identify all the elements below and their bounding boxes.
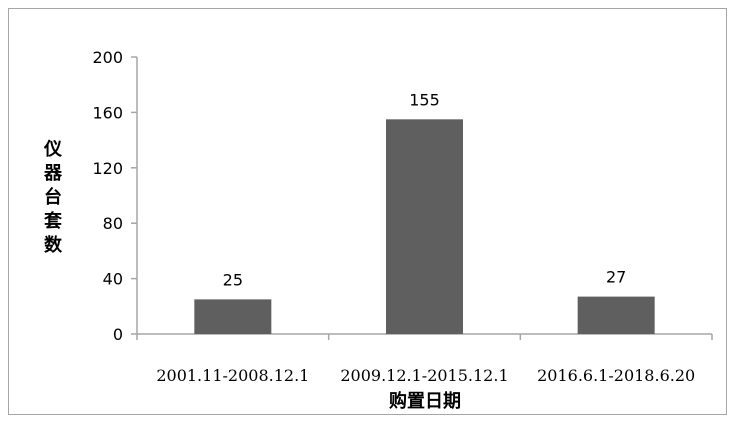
chart-frame	[8, 8, 727, 415]
y-tick-label: 120	[92, 159, 123, 178]
x-category-label: 2016.6.1-2018.6.20	[537, 366, 695, 385]
x-category-label: 2001.11-2008.12.1	[156, 366, 309, 385]
y-axis-title: 仪器台套数	[43, 139, 63, 256]
x-category-label: 2009.12.1-2015.12.1	[340, 366, 508, 385]
x-axis-title: 购置日期	[389, 390, 461, 412]
data-label: 155	[409, 90, 440, 109]
y-tick-label: 200	[92, 48, 123, 67]
y-tick-label: 80	[103, 214, 123, 233]
data-label: 25	[223, 270, 243, 289]
data-label: 27	[606, 268, 626, 287]
y-tick-label: 160	[92, 103, 123, 122]
y-tick-label: 40	[103, 270, 123, 289]
bar	[577, 296, 655, 334]
chart-labels: 25 2001.11-2008.12.1 155 2009.12.1-2015.12.…	[156, 90, 695, 385]
chart-bars	[194, 119, 655, 334]
bar	[194, 299, 272, 334]
y-tick-label: 0	[113, 325, 123, 344]
bar	[386, 119, 463, 334]
